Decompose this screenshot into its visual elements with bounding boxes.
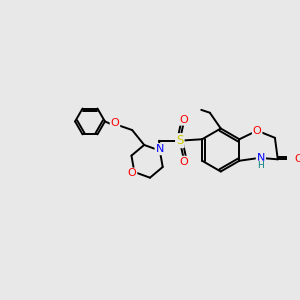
Text: S: S [176,134,184,147]
Text: O: O [179,157,188,166]
Text: S: S [176,134,184,147]
Text: O: O [253,126,262,136]
Text: O: O [128,168,136,178]
Text: O: O [294,154,300,164]
Text: N: N [156,144,164,154]
Text: N: N [257,153,265,163]
Text: O: O [179,115,188,125]
Text: N: N [156,144,164,154]
Text: H: H [257,161,264,170]
Text: O: O [111,118,119,128]
